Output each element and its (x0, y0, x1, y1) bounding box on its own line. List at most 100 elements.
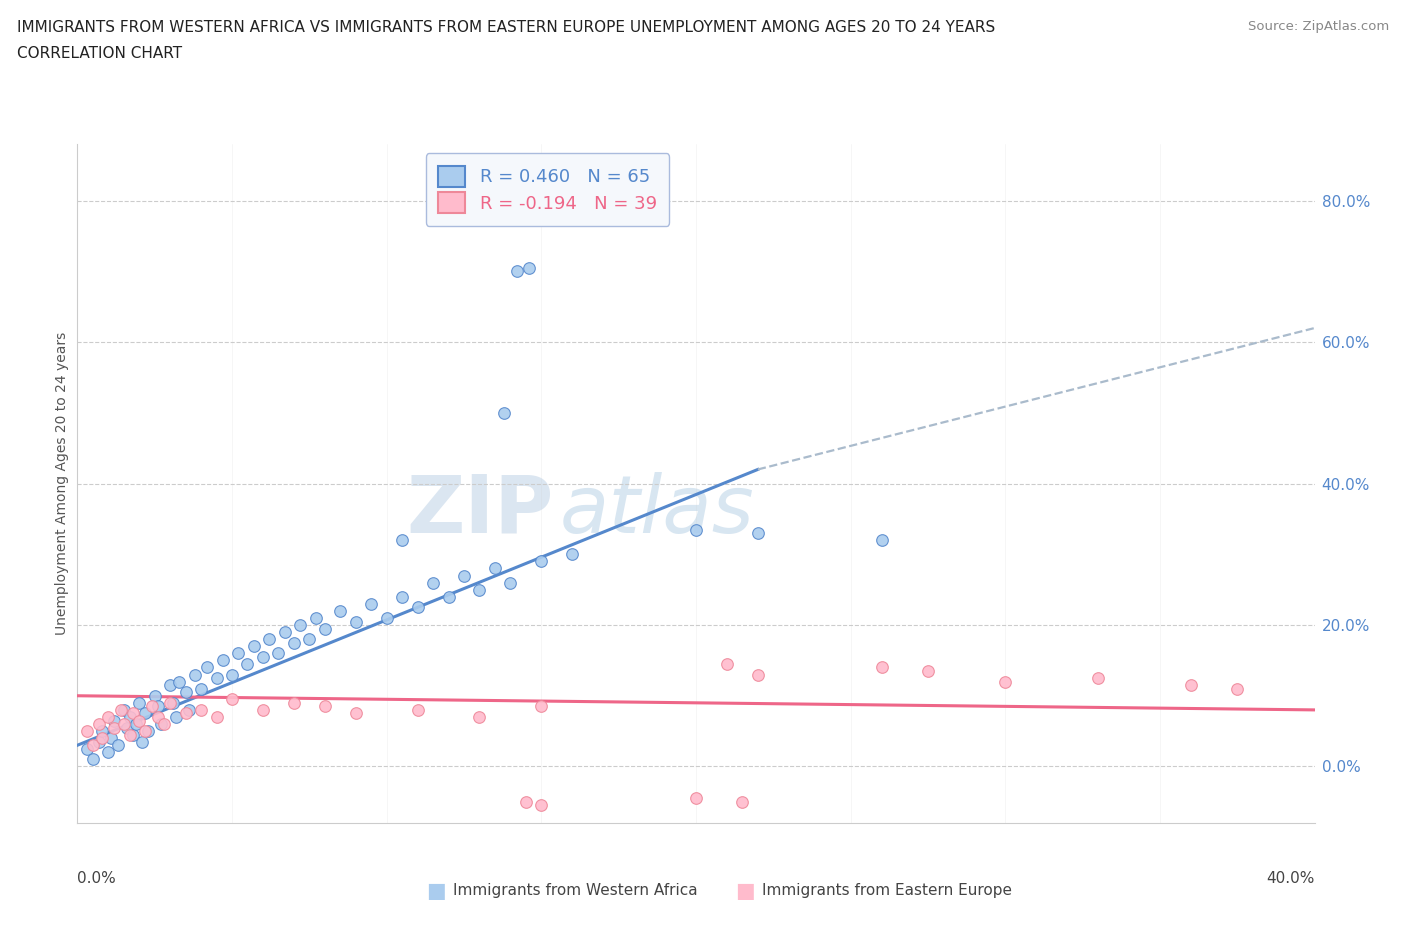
Point (82, 752, 104, 767)
Text: CORRELATION CHART: CORRELATION CHART (17, 46, 181, 61)
Point (97, 745, 120, 760)
Point (169, 674, 191, 689)
Point (112, 717, 135, 732)
Text: 40.0%: 40.0% (1267, 870, 1315, 885)
Point (716, 657, 738, 671)
Point (91, 724, 114, 738)
Point (298, 631, 321, 646)
Point (530, 798, 553, 813)
Point (76, 724, 98, 738)
Point (283, 696, 305, 711)
Point (138, 724, 160, 738)
Text: Source: ZipAtlas.com: Source: ZipAtlas.com (1249, 20, 1389, 33)
Point (391, 533, 413, 548)
Point (406, 702, 429, 717)
Point (360, 596, 382, 611)
Legend: R = 0.460   N = 65, R = -0.194   N = 39: R = 0.460 N = 65, R = -0.194 N = 39 (426, 153, 669, 226)
Point (344, 706, 367, 721)
Point (236, 657, 259, 671)
Point (252, 649, 274, 664)
Point (731, 794, 754, 809)
Point (134, 706, 156, 721)
Text: ZIP: ZIP (406, 472, 554, 550)
Point (107, 737, 129, 752)
Point (226, 646, 249, 661)
Point (174, 706, 197, 721)
Point (76, 741, 98, 756)
Point (505, 264, 527, 279)
Point (128, 713, 150, 728)
Point (87, 717, 110, 732)
Point (82, 737, 104, 752)
Point (422, 575, 444, 590)
Point (344, 614, 367, 629)
Point (159, 696, 181, 711)
Point (149, 717, 172, 732)
Point (100, 731, 122, 746)
Text: Immigrants from Western Africa: Immigrants from Western Africa (453, 884, 697, 898)
Text: IMMIGRANTS FROM WESTERN AFRICA VS IMMIGRANTS FROM EASTERN EUROPE UNEMPLOYMENT AM: IMMIGRANTS FROM WESTERN AFRICA VS IMMIGR… (17, 20, 995, 35)
Point (406, 600, 429, 615)
Point (468, 710, 491, 724)
Point (437, 590, 460, 604)
Point (143, 688, 166, 703)
Point (122, 727, 145, 742)
Point (747, 525, 769, 540)
Point (499, 575, 522, 590)
Point (242, 639, 264, 654)
Point (517, 260, 540, 275)
Point (685, 522, 707, 537)
Point (103, 720, 125, 735)
Point (131, 735, 153, 750)
Point (288, 618, 311, 632)
Point (273, 625, 295, 640)
Point (917, 664, 939, 679)
Point (125, 717, 148, 732)
Point (304, 610, 326, 625)
Point (375, 610, 398, 625)
Point (177, 702, 200, 717)
Y-axis label: Unemployment Among Ages 20 to 24 years: Unemployment Among Ages 20 to 24 years (55, 332, 69, 635)
Point (141, 699, 163, 714)
Text: ■: ■ (735, 881, 755, 901)
Point (146, 710, 169, 724)
Point (314, 699, 336, 714)
Point (195, 660, 218, 675)
Point (221, 667, 243, 682)
Point (314, 621, 336, 636)
Point (870, 533, 893, 548)
Text: 0.0%: 0.0% (77, 870, 117, 885)
Point (190, 682, 212, 697)
Point (252, 702, 274, 717)
Point (162, 696, 184, 711)
Point (453, 568, 475, 583)
Text: atlas: atlas (560, 472, 755, 550)
Point (1087, 671, 1109, 685)
Point (87, 735, 110, 750)
Point (468, 582, 491, 597)
Point (221, 692, 243, 707)
Point (112, 702, 135, 717)
Point (870, 660, 893, 675)
Point (494, 405, 516, 420)
Point (91, 731, 114, 746)
Point (1226, 682, 1249, 697)
Point (484, 561, 506, 576)
Point (515, 794, 537, 809)
Text: Immigrants from Eastern Europe: Immigrants from Eastern Europe (762, 884, 1012, 898)
Point (118, 710, 141, 724)
Point (165, 710, 187, 724)
Point (391, 590, 413, 604)
Point (530, 699, 553, 714)
Point (267, 646, 290, 661)
Point (115, 720, 138, 735)
Point (561, 547, 583, 562)
Point (283, 635, 305, 650)
Point (329, 604, 352, 618)
Point (159, 678, 181, 693)
Point (747, 667, 769, 682)
Text: ■: ■ (426, 881, 446, 901)
Point (685, 790, 707, 805)
Point (128, 696, 150, 711)
Point (190, 702, 212, 717)
